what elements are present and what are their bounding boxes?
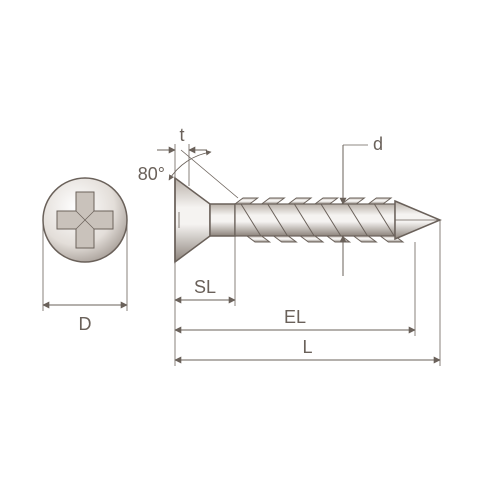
label-t: t (179, 125, 184, 145)
label-angle: 80° (138, 164, 165, 184)
label-D: D (79, 314, 92, 334)
label-L: L (302, 337, 312, 357)
label-SL: SL (194, 277, 216, 297)
screw-core (235, 204, 395, 236)
label-EL: EL (284, 307, 306, 327)
screw-head-side (175, 178, 210, 262)
screw-shank (210, 204, 235, 236)
label-d: d (373, 134, 383, 154)
